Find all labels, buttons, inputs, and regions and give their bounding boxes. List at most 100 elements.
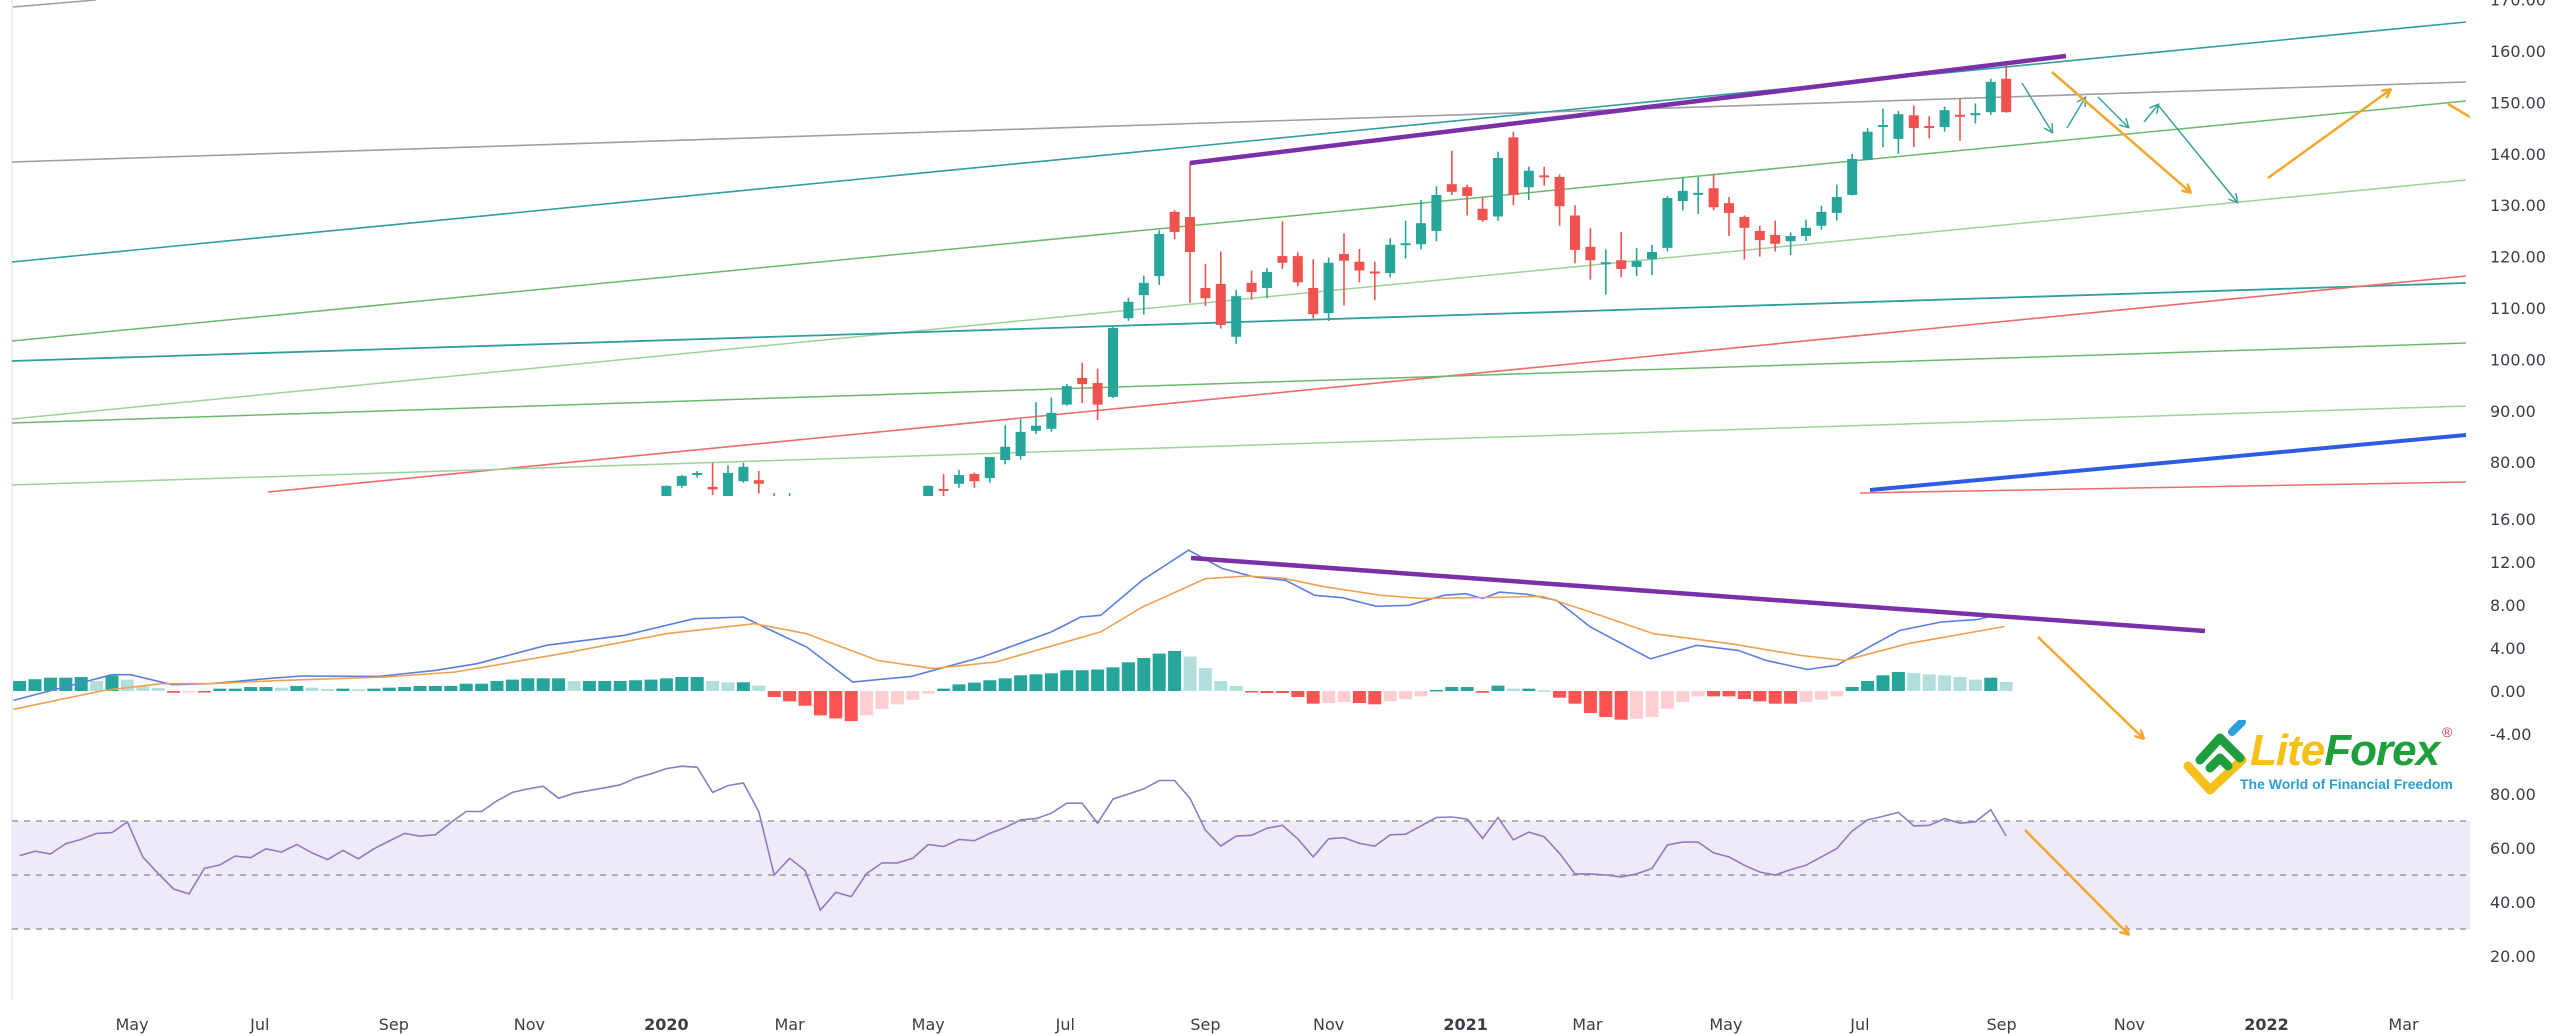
y-tick-label: 90.00	[2490, 402, 2536, 421]
histogram-bar	[259, 687, 273, 691]
trendline-lightgreen-lower[interactable]	[11, 405, 2467, 486]
forecast-arrows	[2021, 71, 2470, 202]
candle	[646, 502, 656, 505]
histogram-bar	[1121, 662, 1135, 691]
candle	[908, 501, 918, 509]
arrow-orange-up[interactable]	[2267, 90, 2390, 180]
histogram-bar	[43, 677, 57, 691]
macd-histogram	[13, 650, 2013, 722]
macd-pane[interactable]	[13, 549, 2206, 738]
histogram-bar	[798, 691, 812, 706]
arrow-orange-macd[interactable]	[2037, 636, 2143, 738]
candle-body	[1046, 412, 1057, 429]
arrow-teal-down-3[interactable]	[2157, 104, 2237, 202]
histogram-bar	[382, 687, 396, 691]
candle-body	[723, 472, 733, 496]
histogram-bar	[74, 677, 88, 691]
candle-body	[1092, 383, 1103, 405]
candle	[788, 493, 791, 496]
histogram-bar	[1522, 688, 1536, 691]
trendline-teal-upper[interactable]	[11, 21, 2467, 263]
histogram-bar	[1599, 691, 1613, 718]
histogram-bar	[1383, 691, 1397, 702]
histogram-bar	[1583, 691, 1597, 714]
candle-body	[908, 503, 918, 506]
y-tick-label: 40.00	[2490, 893, 2536, 912]
histogram-bar	[1907, 672, 1921, 691]
histogram-bar	[1984, 677, 1998, 691]
candle-body	[661, 485, 672, 496]
price-pane[interactable]	[11, 0, 2470, 509]
histogram-bar	[1506, 688, 1520, 691]
candle-body	[1523, 170, 1534, 188]
histogram-bar	[767, 691, 781, 698]
histogram-bar	[1814, 691, 1828, 700]
logo-word-lite: Lite	[2250, 726, 2325, 775]
arrow-teal-up-1[interactable]	[2066, 98, 2085, 129]
histogram-bar	[367, 688, 381, 691]
trendline-red[interactable]	[267, 275, 2467, 493]
histogram-bar	[536, 678, 550, 691]
purple-divergence-line[interactable]	[1190, 555, 2206, 634]
candle-body	[1924, 126, 1935, 129]
histogram-bar	[860, 691, 874, 716]
trendline-gray[interactable]	[11, 81, 2467, 163]
histogram-bar	[644, 679, 658, 691]
arrow-teal-down-1[interactable]	[2021, 82, 2052, 132]
candle-body	[1754, 230, 1765, 241]
candle-body	[1277, 256, 1288, 263]
arrow-orange-rsi[interactable]	[2024, 829, 2128, 934]
trendline-red-bottom[interactable]	[1859, 481, 2467, 494]
candle	[1724, 196, 1734, 237]
candle	[723, 465, 733, 496]
candle	[1154, 230, 1165, 285]
candle	[1631, 247, 1642, 277]
arrow-orange-down[interactable]	[2051, 71, 2190, 192]
y-tick-label: 120.00	[2490, 248, 2546, 267]
candle	[1123, 297, 1134, 321]
histogram-bar	[505, 679, 519, 691]
trendline-green-lower[interactable]	[11, 342, 2467, 424]
time-tick-label: Jul	[1849, 1015, 1869, 1034]
trendline-gray-top[interactable]	[12, 0, 97, 8]
candle-body	[692, 472, 703, 476]
histogram-bar	[1491, 685, 1505, 691]
histogram-bar	[736, 682, 750, 691]
histogram-bar	[1938, 675, 1952, 691]
histogram-bar	[1953, 677, 1967, 691]
histogram-bar	[1399, 691, 1413, 700]
candle	[692, 470, 703, 478]
candle	[1662, 195, 1673, 252]
histogram-bar	[475, 683, 489, 691]
trendline-green-upper[interactable]	[11, 100, 2467, 342]
candle	[1277, 221, 1288, 269]
candle	[1970, 103, 1981, 124]
candle	[1308, 259, 1319, 319]
logo-word-forex: Forex	[2324, 726, 2440, 775]
arrow-teal-down-2[interactable]	[2097, 96, 2128, 127]
price-scale[interactable]: 170.00 160.00 150.00 140.00 130.00 120.00 110.…	[2490, 0, 2546, 966]
y-tick-label: 0.00	[2490, 682, 2526, 701]
candle-body	[954, 475, 964, 484]
arrow-teal-up-2[interactable]	[2143, 105, 2158, 123]
time-tick-label: 2020	[644, 1015, 689, 1034]
histogram-bar	[1537, 690, 1551, 692]
histogram-bar	[1044, 673, 1058, 691]
rsi-pane[interactable]	[12, 765, 2470, 934]
trendlines	[11, 0, 2467, 494]
histogram-bar	[120, 679, 134, 691]
histogram-bar	[444, 685, 458, 691]
logo-tagline: The World of Financial Freedom	[2240, 776, 2453, 792]
purple-resistance-line[interactable]	[1189, 53, 2067, 166]
histogram-bar	[228, 688, 242, 691]
histogram-bar	[398, 687, 412, 691]
histogram-bar	[490, 681, 504, 691]
arrow-orange-right-edge[interactable]	[2447, 102, 2470, 119]
trendline-blue[interactable]	[1869, 433, 2467, 492]
time-tick-label: Mar	[2388, 1015, 2419, 1034]
histogram-bar	[921, 691, 935, 694]
time-scale[interactable]: May Jul Sep Nov 2020 Mar May Jul Sep Nov 2021 Mar Ma…	[115, 1015, 2419, 1034]
histogram-bar	[90, 681, 104, 691]
histogram-bar	[1707, 691, 1721, 697]
